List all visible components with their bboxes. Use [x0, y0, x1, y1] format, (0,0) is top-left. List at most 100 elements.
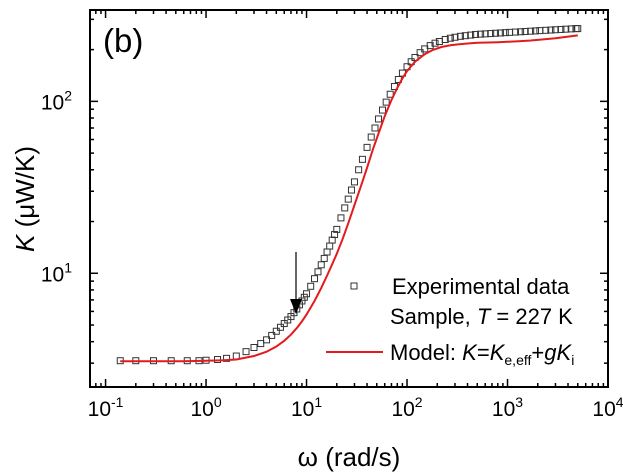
- data-point: [344, 195, 352, 203]
- data-point: [320, 254, 328, 262]
- data-point: [416, 49, 424, 57]
- legend-model-Ki: K: [557, 340, 573, 365]
- data-point: [431, 39, 439, 47]
- x-tick-labels: 10-1 100 101 102 103 104: [88, 394, 623, 421]
- data-point: [547, 26, 555, 34]
- data-point: [567, 25, 575, 33]
- data-point: [481, 30, 489, 38]
- plot-frame: [89, 9, 609, 388]
- data-point: [441, 36, 449, 44]
- y-axis-unit: (μW/K): [10, 146, 40, 235]
- data-point: [426, 42, 434, 50]
- data-point: [250, 344, 258, 352]
- data-point: [511, 28, 519, 36]
- data-point: [257, 340, 265, 348]
- legend-model-g: g: [544, 340, 557, 365]
- data-point: [501, 29, 509, 37]
- data-point: [451, 33, 459, 41]
- legend-sample-suffix: = 227 K: [490, 304, 573, 329]
- data-point: [303, 290, 311, 298]
- data-point: [551, 26, 559, 34]
- legend-model: Model: K=Ke,eff+gKi: [390, 340, 574, 368]
- data-point: [496, 29, 504, 37]
- data-point: [268, 331, 276, 339]
- y-axis-symbol: K: [10, 233, 40, 252]
- y-tick-label: 102: [41, 87, 72, 114]
- data-point: [263, 336, 271, 344]
- x-tick-label: 10-1: [88, 394, 124, 421]
- data-point: [527, 27, 535, 35]
- data-point: [326, 242, 334, 250]
- legend-model-Ki-sub: i: [571, 352, 574, 368]
- data-point: [374, 115, 382, 123]
- x-tick-label: 103: [492, 394, 523, 421]
- data-point: [492, 29, 500, 37]
- legend-sample-T: T: [477, 304, 492, 329]
- data-point: [487, 30, 495, 38]
- legend-experimental: Experimental data: [392, 274, 570, 299]
- data-point: [363, 143, 371, 151]
- data-point: [347, 186, 355, 194]
- data-point: [532, 27, 540, 35]
- data-point: [471, 30, 479, 38]
- legend-sample: Sample, T = 227 K: [390, 304, 573, 329]
- data-point: [557, 25, 565, 33]
- legend: Experimental data Sample, T = 227 K Mode…: [326, 274, 574, 368]
- data-point: [333, 225, 341, 233]
- data-point: [337, 214, 345, 222]
- data-point: [223, 354, 231, 362]
- data-point: [461, 32, 469, 40]
- data-point: [536, 27, 544, 35]
- data-point: [371, 124, 379, 132]
- data-point: [358, 155, 366, 163]
- data-point: [242, 348, 250, 356]
- data-point: [574, 25, 582, 33]
- data-point: [367, 133, 375, 141]
- data-point: [317, 261, 325, 269]
- data-point: [307, 282, 315, 290]
- legend-sample-prefix: Sample,: [390, 304, 477, 329]
- legend-model-Ke-sub: e,eff: [504, 352, 531, 368]
- data-point: [382, 98, 390, 106]
- data-point: [310, 275, 318, 283]
- legend-model-eq: =: [477, 340, 490, 365]
- data-point: [323, 248, 331, 256]
- data-point: [355, 166, 363, 174]
- model-line: [120, 34, 578, 363]
- axis-ticks: [89, 10, 609, 387]
- data-point: [341, 204, 349, 212]
- x-axis-label: ω (rad/s): [298, 442, 401, 472]
- x-tick-label: 101: [291, 394, 322, 421]
- data-point: [350, 178, 358, 186]
- data-point: [542, 26, 550, 34]
- x-tick-label: 104: [592, 394, 623, 421]
- legend-model-Ke: K: [490, 340, 506, 365]
- x-tick-label: 100: [190, 394, 221, 421]
- legend-model-prefix: Model:: [390, 340, 462, 365]
- data-point: [506, 28, 514, 36]
- y-axis-label: K (μW/K): [10, 146, 40, 252]
- data-point: [517, 28, 525, 36]
- legend-model-plus: +: [531, 340, 544, 365]
- y-tick-labels: 101 102: [41, 87, 72, 286]
- legend-model-K: K: [462, 340, 478, 365]
- data-point: [314, 268, 322, 276]
- data-point: [272, 327, 280, 335]
- data-point: [521, 27, 529, 35]
- y-tick-label: 101: [41, 259, 72, 286]
- x-tick-label: 102: [391, 394, 422, 421]
- data-point: [276, 323, 284, 331]
- data-point: [331, 231, 339, 239]
- panel-label: (b): [103, 22, 143, 59]
- data-point: [378, 106, 386, 114]
- data-point: [435, 37, 443, 45]
- data-point: [456, 32, 464, 40]
- data-point: [467, 31, 475, 39]
- annotation-arrow: [290, 252, 302, 314]
- data-point: [446, 34, 454, 42]
- data-point: [300, 293, 308, 301]
- legend-marker-square: [350, 282, 358, 290]
- data-point: [477, 30, 485, 38]
- data-point: [562, 25, 570, 33]
